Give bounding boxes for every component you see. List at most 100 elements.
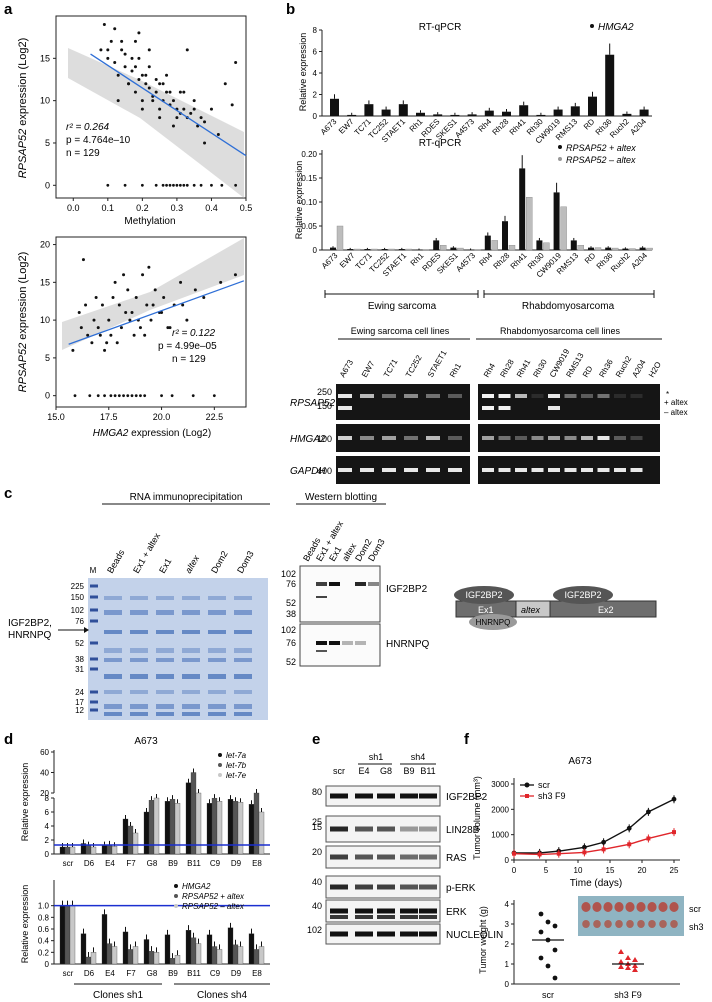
legend-label: let-7a	[226, 751, 247, 760]
transcript-bar	[455, 600, 657, 618]
tumor-spot	[604, 920, 612, 928]
gel-size-label: 400	[317, 466, 332, 476]
y-tick-label: 3000	[491, 780, 509, 789]
data-point	[646, 809, 651, 815]
tumor-weight-chart: 0 1 2 3 4 scr sh3 F9 Tumor weight (g) scr sh3	[478, 896, 704, 1000]
data-point	[94, 295, 98, 299]
y-ticks: 0 0.2 0.4 0.6 0.8 1.0	[38, 902, 54, 969]
x-ticks: 0.0 0.1 0.2 0.3 0.4 0.5	[67, 198, 252, 213]
zero-point	[210, 183, 213, 187]
data-point	[182, 107, 186, 111]
gel-band	[426, 394, 440, 398]
gel-band	[130, 630, 148, 634]
marker-size-label: 225	[71, 582, 85, 591]
gel-band	[597, 436, 610, 440]
x-category-label: scr	[542, 990, 554, 1000]
bar	[484, 110, 494, 116]
gel-lane-label: Rh1	[448, 361, 463, 379]
data-point	[552, 923, 558, 929]
blot-band	[377, 908, 395, 914]
y-tick-label: 2000	[491, 805, 509, 814]
y-tick-label: 2	[505, 940, 510, 949]
gel-band	[156, 596, 174, 600]
bar	[536, 114, 546, 116]
legend-label: HMGA2	[182, 882, 211, 891]
bar	[206, 934, 213, 965]
blot-label: ERK	[446, 907, 467, 918]
gel-band	[448, 394, 462, 398]
legend-minus: RPSAP52 – altex	[566, 155, 636, 165]
stat-n: n = 129	[172, 354, 206, 365]
igf2bp2-protein-2	[553, 586, 613, 604]
x-tick-label: Ruch2	[608, 117, 631, 140]
data-point	[158, 116, 162, 120]
data-point	[193, 288, 197, 292]
y-tick-label: 0	[313, 112, 318, 121]
data-point	[113, 27, 117, 31]
panel-label-e: e	[312, 731, 320, 748]
y-tick-label: 5	[45, 138, 50, 148]
x-tick-label: 0.4	[205, 203, 218, 213]
gel-band	[104, 648, 122, 653]
data-point	[130, 69, 134, 73]
blot-band	[400, 793, 418, 799]
bar	[354, 248, 361, 251]
x-tick-label: 0.2	[136, 203, 149, 213]
y-tick-label: 0.15	[301, 174, 317, 183]
y-axis-label: RPSAP52 expression (Log2)	[17, 38, 29, 179]
gel-lane-label: TC252	[404, 353, 424, 379]
data-point	[166, 326, 170, 330]
wb-size-label: 76	[286, 579, 296, 589]
zero-point	[140, 183, 144, 187]
legend-sh3: sh3 F9	[538, 791, 566, 801]
y-tick-label: 6	[313, 48, 318, 57]
bar	[364, 104, 374, 116]
marker-size-label: 31	[75, 665, 84, 674]
bar	[416, 112, 425, 116]
gel-band	[130, 648, 148, 653]
gel-band	[104, 596, 122, 600]
bar	[543, 242, 550, 251]
data-point	[154, 77, 158, 81]
data-point	[133, 90, 137, 94]
blot-size: 15	[312, 822, 322, 832]
data-point	[161, 82, 165, 86]
scatter-hmga2: 15.0 17.5 20.0 22.5 0 5 10 15 20 HMGA2 expressi…	[17, 236, 247, 439]
gel-band	[182, 690, 200, 694]
bar	[190, 937, 197, 965]
igf2bp2-label-2: IGF2BP2	[564, 590, 601, 600]
gel-plus-altex: + altex	[664, 398, 688, 407]
y-axis-label: Relative expression	[20, 763, 30, 842]
zero-point	[172, 183, 175, 187]
bar	[553, 192, 560, 250]
bar-let7: 0 2 4 6 820 40 60 scr D6 E4 F7 G8 B9 B11 C9 D9 E8 let-7…	[20, 748, 275, 868]
gel-lane-labels: A673 EW7 TC71 TC252 STAET1 Rh1 Rh4 Rh28 Rh41 Rh30…	[338, 347, 663, 379]
rip-title: RNA immunoprecipitation	[130, 492, 243, 503]
gel-band	[531, 394, 544, 398]
data-point	[140, 107, 144, 111]
marker-band	[90, 700, 98, 704]
x-tick-label: B11	[187, 859, 201, 868]
wb-size-label: 52	[286, 598, 296, 608]
gel-band	[156, 610, 174, 615]
bar	[143, 811, 150, 855]
data-point	[134, 295, 138, 299]
x-tick-label: A673	[320, 251, 340, 271]
x-tick-labels: scr D6 E4 F7 G8 B9 B11 C9 D9 E8	[63, 969, 263, 978]
y-tick-label: 0	[45, 960, 50, 969]
bar	[502, 221, 508, 250]
bar	[80, 933, 87, 965]
tumor-spot	[670, 920, 678, 928]
bar	[588, 247, 594, 250]
data-point	[90, 341, 94, 345]
gel-strip	[336, 384, 470, 420]
data-point	[147, 265, 151, 269]
x-tick-label: Rh28	[492, 251, 512, 271]
y-tick-label: 4	[45, 822, 50, 831]
panel-label-a: a	[4, 1, 13, 18]
data-point	[160, 311, 164, 315]
y-tick-label: 0.8	[38, 913, 50, 922]
data-point	[144, 82, 148, 86]
gel-row-label: HMGA2	[290, 434, 326, 445]
data-point	[133, 39, 137, 43]
